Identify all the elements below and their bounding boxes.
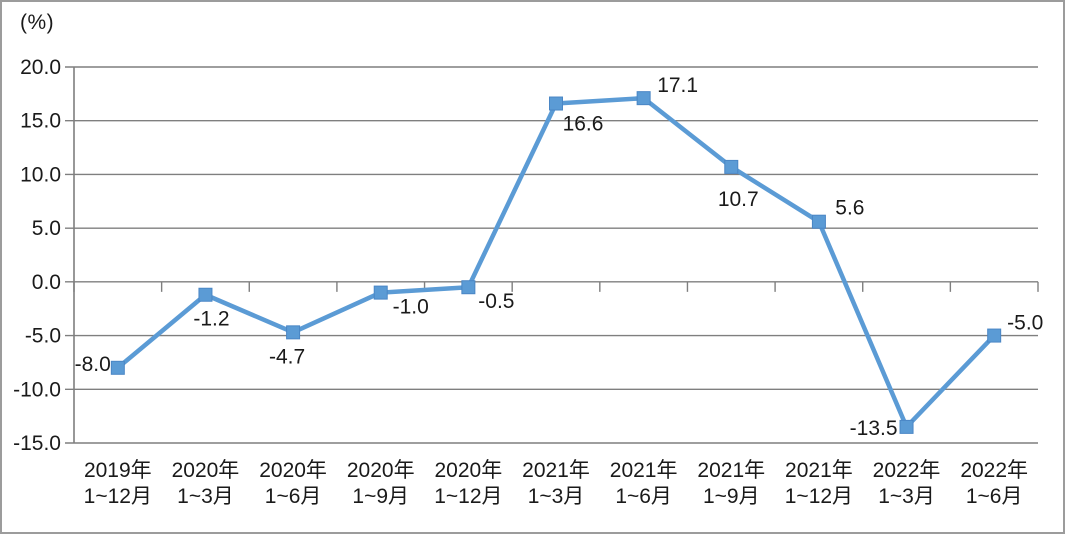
data-label: -1.0 bbox=[393, 296, 429, 319]
data-point-marker bbox=[110, 360, 125, 375]
data-point-marker bbox=[549, 96, 563, 111]
y-tick-label: -10.0 bbox=[13, 378, 61, 401]
x-tick-label: 2020年 1~12月 bbox=[434, 459, 502, 508]
y-axis-unit-label: (%) bbox=[20, 11, 55, 34]
data-point-marker bbox=[286, 325, 301, 340]
x-tick-label: 2020年 1~9月 bbox=[347, 459, 415, 508]
x-tick-label: 2020年 1~6月 bbox=[259, 459, 327, 508]
y-tick-label: 5.0 bbox=[32, 217, 61, 240]
data-label: -13.5 bbox=[850, 417, 898, 440]
y-tick-label: 10.0 bbox=[20, 163, 61, 186]
data-point-marker bbox=[899, 419, 914, 434]
data-point-marker bbox=[987, 328, 1002, 343]
y-tick-label: 0.0 bbox=[32, 271, 61, 294]
data-point-marker bbox=[198, 287, 213, 302]
x-tick-label: 2022年 1~6月 bbox=[960, 459, 1028, 508]
x-tick-label: 2021年 1~3月 bbox=[522, 459, 590, 508]
series-line bbox=[115, 95, 997, 430]
data-label: 10.7 bbox=[718, 188, 759, 211]
data-label: -0.5 bbox=[478, 290, 514, 313]
y-tick-label: 15.0 bbox=[20, 110, 61, 133]
data-point-marker bbox=[373, 285, 388, 300]
data-point-marker bbox=[636, 91, 651, 106]
data-point-marker bbox=[461, 280, 476, 295]
y-tick-label: -15.0 bbox=[13, 432, 61, 455]
data-label: 16.6 bbox=[563, 113, 604, 136]
x-tick-label: 2022年 1~3月 bbox=[873, 459, 941, 508]
data-label: 17.1 bbox=[657, 74, 698, 97]
x-tick-label: 2021年 1~9月 bbox=[697, 459, 765, 508]
x-tick-label: 2021年 1~6月 bbox=[610, 459, 678, 508]
data-label: 5.6 bbox=[835, 197, 864, 220]
data-label: -8.0 bbox=[75, 353, 111, 376]
y-tick-label: 20.0 bbox=[20, 56, 61, 79]
data-point-marker bbox=[811, 214, 826, 229]
data-label: -1.2 bbox=[193, 308, 229, 331]
x-tick-label: 2020年 1~3月 bbox=[172, 459, 240, 508]
x-tick-label: 2021年 1~12月 bbox=[785, 459, 853, 508]
x-tick-label: 2019年 1~12月 bbox=[84, 459, 152, 508]
data-label: -5.0 bbox=[1007, 312, 1043, 335]
y-tick-label: -5.0 bbox=[25, 325, 61, 348]
data-label: -4.7 bbox=[269, 345, 305, 368]
data-point-marker bbox=[724, 159, 739, 174]
